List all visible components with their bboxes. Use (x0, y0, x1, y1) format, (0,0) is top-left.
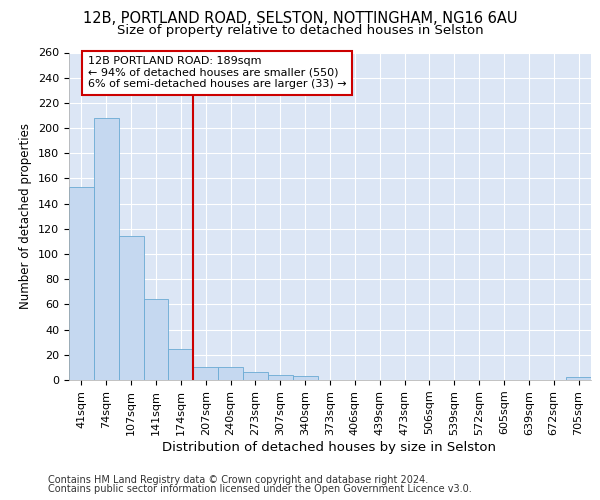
Bar (566, 378, 591, 380)
Bar (243, 372, 268, 380)
Bar (169, 348, 193, 380)
Text: 12B PORTLAND ROAD: 189sqm
← 94% of detached houses are smaller (550)
6% of semi-: 12B PORTLAND ROAD: 189sqm ← 94% of detac… (88, 56, 346, 90)
Bar (268, 375, 293, 380)
Text: Contains public sector information licensed under the Open Government Licence v3: Contains public sector information licen… (48, 484, 472, 494)
Bar (94, 118, 119, 380)
Bar (193, 368, 218, 380)
Bar (143, 300, 169, 380)
Text: 12B, PORTLAND ROAD, SELSTON, NOTTINGHAM, NG16 6AU: 12B, PORTLAND ROAD, SELSTON, NOTTINGHAM,… (83, 11, 517, 26)
Text: Size of property relative to detached houses in Selston: Size of property relative to detached ho… (116, 24, 484, 37)
Text: Contains HM Land Registry data © Crown copyright and database right 2024.: Contains HM Land Registry data © Crown c… (48, 475, 428, 485)
Bar (69, 188, 94, 380)
Y-axis label: Number of detached properties: Number of detached properties (19, 123, 32, 309)
Bar (293, 376, 317, 380)
Text: Distribution of detached houses by size in Selston: Distribution of detached houses by size … (162, 441, 496, 454)
Bar (218, 368, 243, 380)
Bar (119, 236, 143, 380)
